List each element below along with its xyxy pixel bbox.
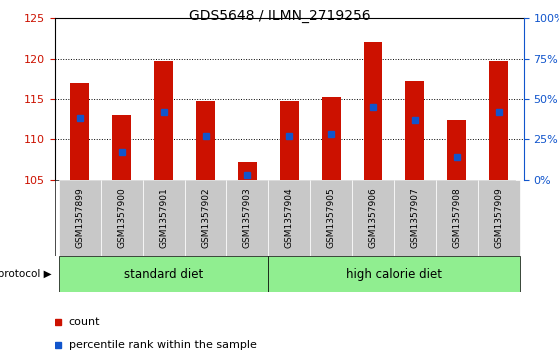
Text: GSM1357905: GSM1357905	[326, 187, 335, 248]
Bar	[238, 162, 257, 180]
Text: GSM1357908: GSM1357908	[452, 187, 461, 248]
Text: GSM1357904: GSM1357904	[285, 187, 294, 248]
Text: GSM1357902: GSM1357902	[201, 187, 210, 248]
Text: GSM1357900: GSM1357900	[117, 187, 126, 248]
Text: count: count	[69, 317, 101, 327]
Bar	[363, 42, 382, 180]
Bar	[310, 180, 352, 256]
Bar	[196, 101, 215, 180]
Text: growth protocol ▶: growth protocol ▶	[0, 269, 52, 279]
Text: GDS5648 / ILMN_2719256: GDS5648 / ILMN_2719256	[189, 9, 370, 23]
Bar	[226, 180, 268, 256]
Text: GSM1357901: GSM1357901	[159, 187, 168, 248]
Text: GSM1357899: GSM1357899	[75, 187, 84, 248]
Text: percentile rank within the sample: percentile rank within the sample	[69, 340, 257, 350]
Bar	[436, 180, 478, 256]
Bar	[322, 97, 340, 180]
Bar	[268, 180, 310, 256]
Bar	[489, 61, 508, 180]
Bar	[59, 256, 268, 292]
Text: standard diet: standard diet	[124, 268, 203, 281]
Bar	[478, 180, 520, 256]
Bar	[184, 180, 226, 256]
Text: GSM1357903: GSM1357903	[243, 187, 252, 248]
Text: GSM1357909: GSM1357909	[494, 187, 503, 248]
Bar	[59, 180, 101, 256]
Bar	[352, 180, 394, 256]
Bar	[143, 180, 184, 256]
Text: high calorie diet: high calorie diet	[346, 268, 442, 281]
Bar	[268, 256, 520, 292]
Text: GSM1357907: GSM1357907	[410, 187, 419, 248]
Bar	[101, 180, 143, 256]
Bar	[280, 101, 299, 180]
Bar	[112, 115, 131, 180]
Bar	[447, 120, 466, 180]
Bar	[154, 61, 173, 180]
Bar	[394, 180, 436, 256]
Text: GSM1357906: GSM1357906	[368, 187, 377, 248]
Bar	[405, 81, 424, 180]
Bar	[70, 83, 89, 180]
